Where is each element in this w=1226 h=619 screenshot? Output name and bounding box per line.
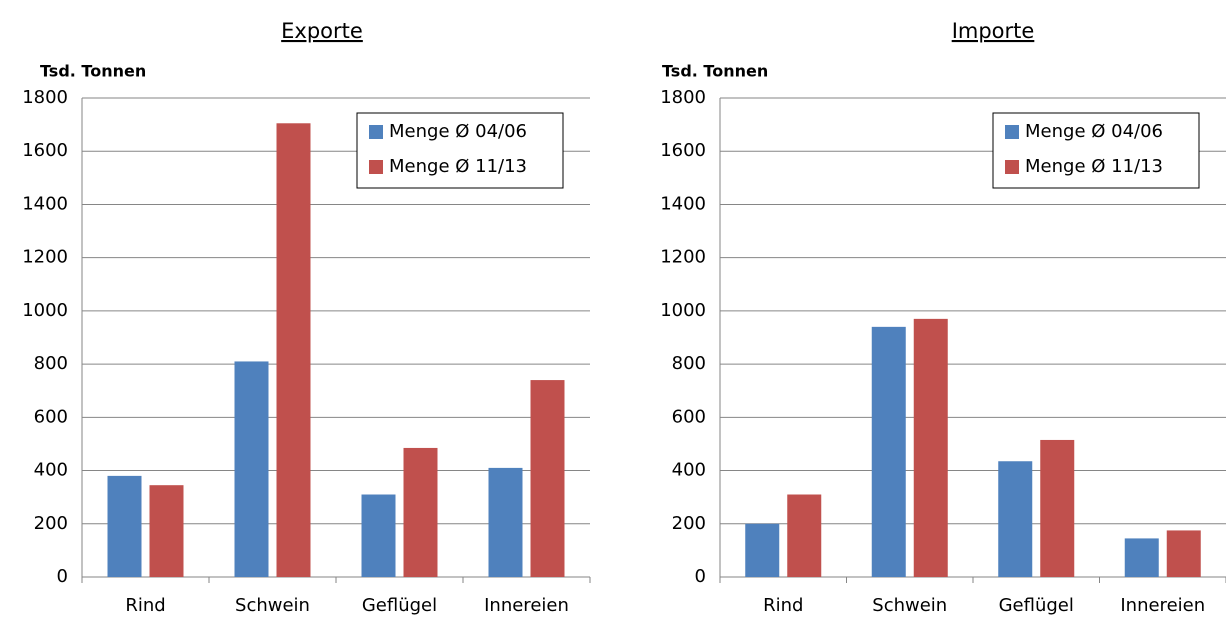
x-tick-label: Geflügel [999,595,1074,616]
legend-label: Menge Ø 11/13 [1025,156,1163,177]
y-axis-label: Tsd. Tonnen [40,62,146,81]
bar [787,494,822,577]
x-tick-label: Schwein [872,595,947,616]
x-tick-label: Rind [125,595,165,616]
y-tick-label: 600 [672,406,706,427]
x-tick-label: Geflügel [362,595,437,616]
y-tick-label: 200 [34,513,68,534]
y-tick-label: 1600 [22,140,68,161]
bar [403,447,438,577]
y-tick-label: 1000 [660,300,706,321]
bar [530,380,565,577]
x-tick-label: Innereien [1120,595,1205,616]
legend-box [992,112,1200,189]
bar [1166,530,1201,577]
bar [913,318,948,577]
bar [745,523,780,577]
y-tick-label: 600 [34,406,68,427]
legend-swatch [1005,125,1019,139]
y-tick-label: 1000 [22,300,68,321]
legend-label: Menge Ø 04/06 [389,121,527,142]
bar [149,485,184,577]
y-tick-label: 0 [57,566,68,587]
bar [234,361,269,577]
chart-title: Exporte [281,19,363,43]
legend-label: Menge Ø 04/06 [1025,121,1163,142]
y-tick-label: 1800 [22,87,68,108]
bar [1040,439,1075,577]
y-tick-label: 1600 [660,140,706,161]
legend-label: Menge Ø 11/13 [389,156,527,177]
legend-swatch [1005,160,1019,174]
y-tick-label: 1400 [660,193,706,214]
bar [276,123,311,578]
x-tick-label: Schwein [235,595,310,616]
y-tick-label: 400 [34,460,68,481]
legend-swatch [369,160,383,174]
y-tick-label: 0 [695,566,706,587]
y-tick-label: 400 [672,460,706,481]
y-tick-label: 800 [672,353,706,374]
x-tick-label: Innereien [484,595,569,616]
y-tick-label: 1200 [22,247,68,268]
bar [998,461,1033,577]
bar [1124,538,1159,577]
legend-swatch [369,125,383,139]
y-tick-label: 200 [672,513,706,534]
bar [361,494,396,577]
bar [871,326,906,577]
y-tick-label: 800 [34,353,68,374]
y-axis-label: Tsd. Tonnen [662,62,768,81]
chart-title: Importe [952,19,1035,43]
y-tick-label: 1200 [660,247,706,268]
y-tick-label: 1400 [22,193,68,214]
bar [488,467,523,577]
x-tick-label: Rind [763,595,803,616]
y-tick-label: 1800 [660,87,706,108]
legend-box [356,112,564,189]
bar [107,475,142,577]
